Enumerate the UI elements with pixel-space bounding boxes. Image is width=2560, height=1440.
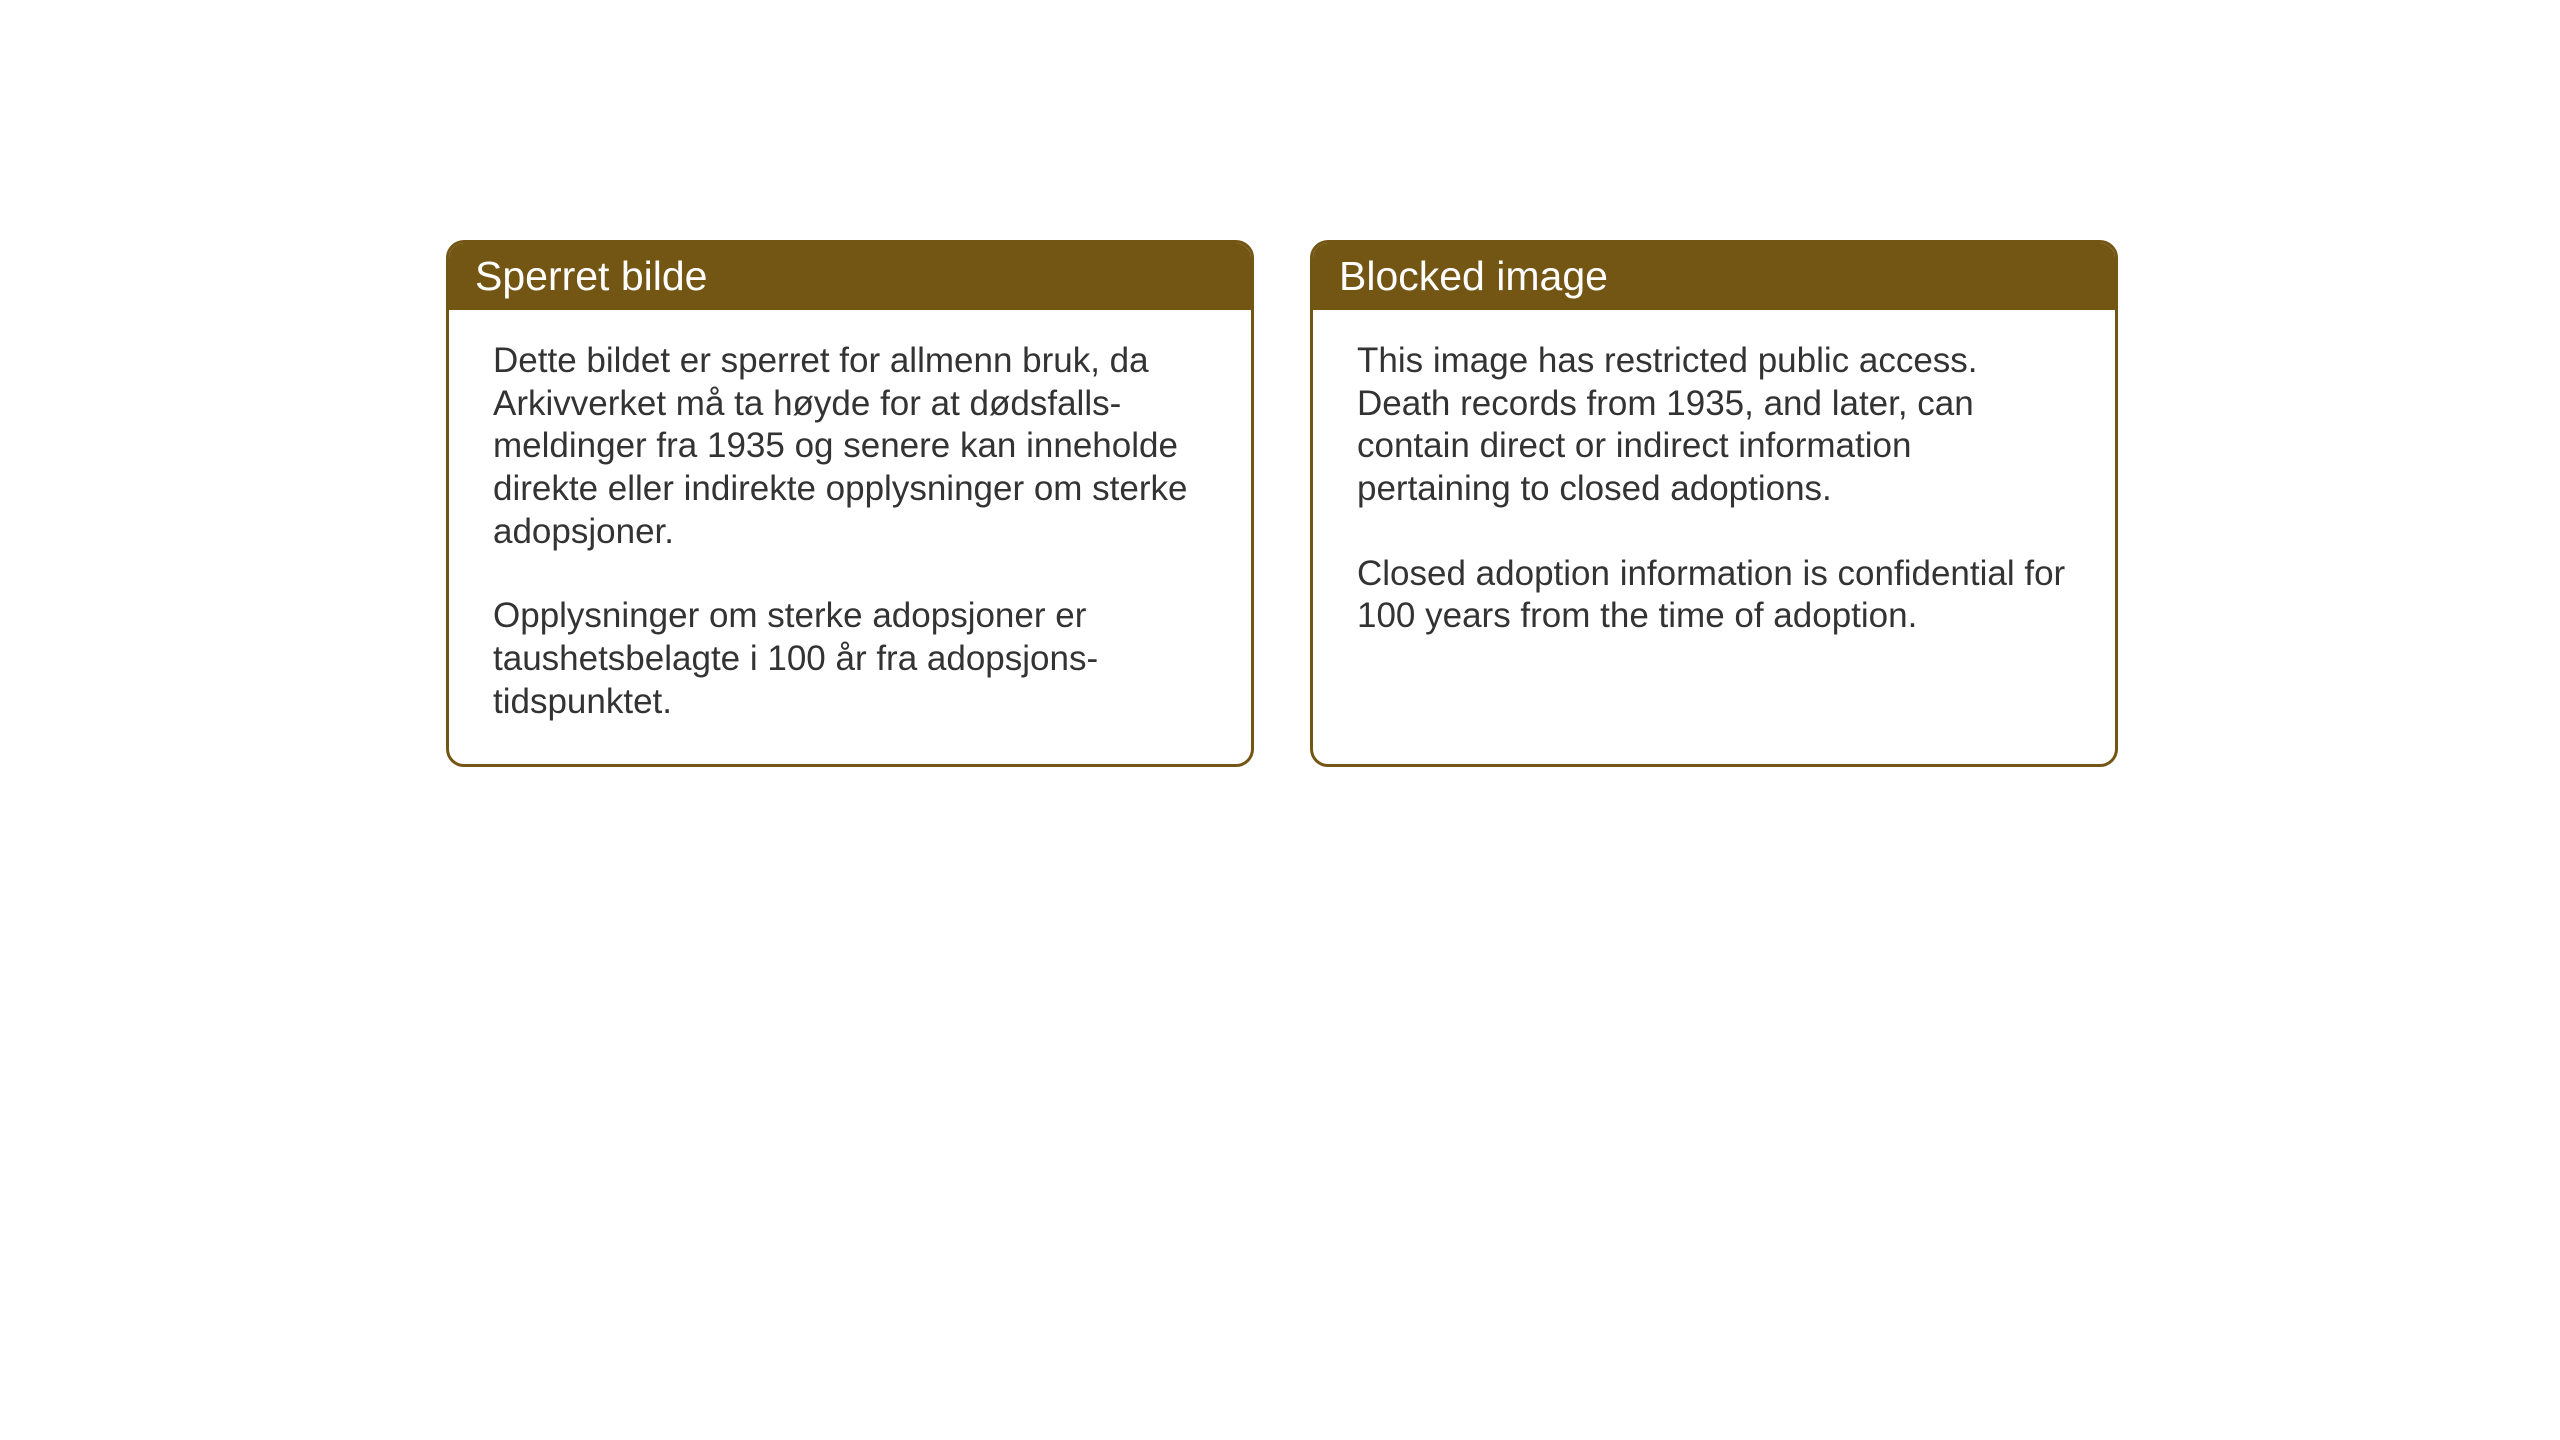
- card-title-english: Blocked image: [1339, 253, 1608, 299]
- card-title-norwegian: Sperret bilde: [475, 253, 707, 299]
- card-norwegian: Sperret bilde Dette bildet er sperret fo…: [446, 240, 1254, 767]
- card-paragraph-english-2: Closed adoption information is confident…: [1357, 553, 2071, 638]
- card-body-english: This image has restricted public access.…: [1313, 310, 2115, 678]
- card-body-norwegian: Dette bildet er sperret for allmenn bruk…: [449, 310, 1251, 764]
- card-english: Blocked image This image has restricted …: [1310, 240, 2118, 767]
- card-paragraph-norwegian-1: Dette bildet er sperret for allmenn bruk…: [493, 340, 1207, 553]
- card-header-english: Blocked image: [1313, 243, 2115, 310]
- card-header-norwegian: Sperret bilde: [449, 243, 1251, 310]
- cards-container: Sperret bilde Dette bildet er sperret fo…: [446, 240, 2118, 767]
- card-paragraph-norwegian-2: Opplysninger om sterke adopsjoner er tau…: [493, 595, 1207, 723]
- card-paragraph-english-1: This image has restricted public access.…: [1357, 340, 2071, 511]
